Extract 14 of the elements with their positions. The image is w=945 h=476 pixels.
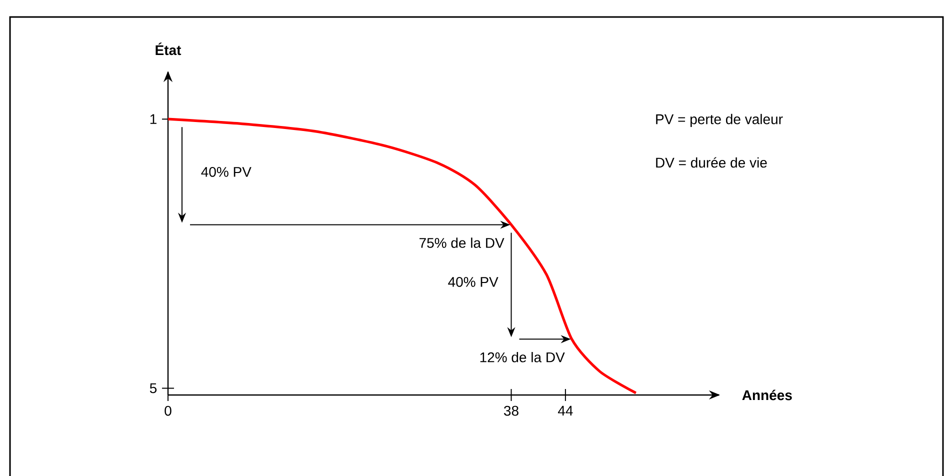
annotation: 40% PV: [448, 276, 498, 287]
annotation: 40% PV: [201, 166, 252, 177]
annotation: DV = durée de vie: [656, 157, 767, 168]
x-tick-label: 38: [504, 406, 518, 416]
y-tick-label: 5: [150, 383, 157, 394]
x-tick-label: 44: [558, 406, 573, 416]
y-tick-label: 1: [150, 114, 156, 124]
x-tick-label: 0: [164, 406, 172, 416]
annotation: 12% de la DV: [480, 352, 565, 362]
annotation: PV = perte de valeur: [656, 114, 783, 127]
line-series: [166, 118, 638, 394]
annotation: 75% de la DV: [420, 238, 504, 248]
x-axis-title: Années: [742, 390, 792, 400]
y-axis-title: État: [156, 42, 182, 56]
